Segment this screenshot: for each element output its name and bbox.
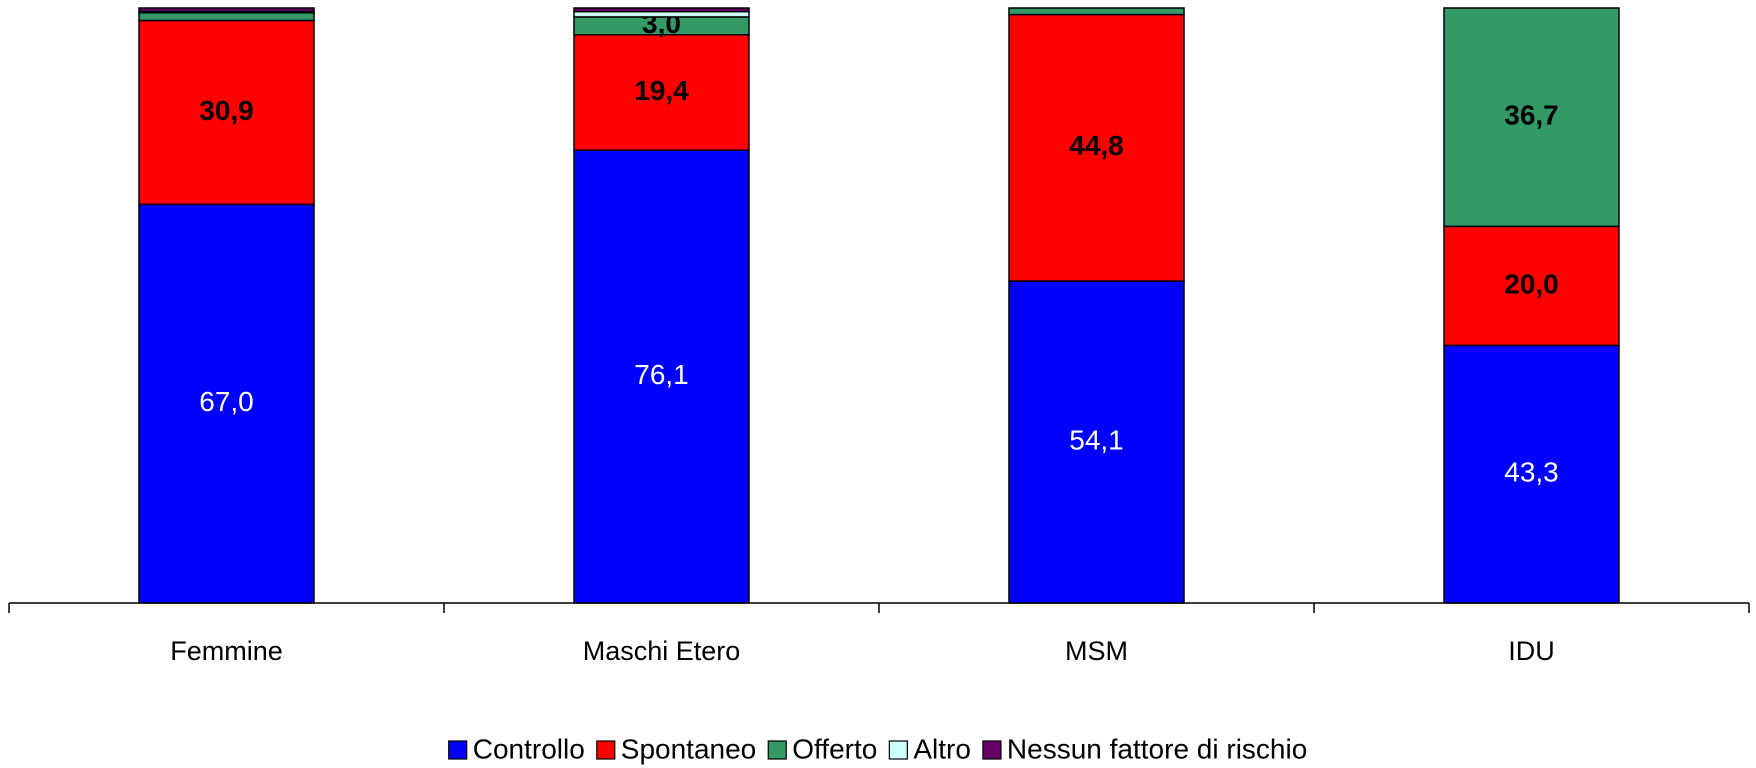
bar-segment [138, 19, 315, 206]
bar-segment [138, 203, 315, 604]
legend-label: Controllo [473, 733, 585, 764]
legend-swatch [982, 740, 1002, 760]
legend: Controllo Spontaneo Offerto Altro Nessun fat… [448, 733, 1307, 764]
bar-segment [138, 12, 315, 22]
legend-swatch [888, 740, 908, 760]
data-label: 36,7 [1504, 100, 1559, 131]
legend-swatch [596, 740, 616, 760]
bar-segment [1443, 7, 1620, 228]
bar-segment [1008, 7, 1185, 16]
data-label: 76,1 [634, 359, 689, 390]
bar-segment [1008, 280, 1185, 604]
bar-segment [1443, 344, 1620, 604]
x-tick-label: Maschi Etero [583, 636, 741, 666]
legend-swatch [448, 740, 468, 760]
x-tick-label: IDU [1508, 636, 1555, 666]
x-tick-label: Femmine [170, 636, 283, 666]
data-label: 43,3 [1504, 457, 1559, 488]
bar-segment [573, 10, 750, 18]
bar-segment [573, 149, 750, 604]
legend-label: Nessun fattore di rischio [1007, 733, 1307, 764]
data-label: 20,0 [1504, 268, 1559, 299]
bar-segment [138, 7, 315, 13]
legend-swatch [767, 740, 787, 760]
data-label: 19,4 [634, 75, 689, 106]
bar-segment [573, 7, 750, 13]
bar-segment [1443, 225, 1620, 347]
x-tick-label: MSM [1065, 636, 1128, 666]
data-label: 30,9 [199, 95, 254, 126]
data-label: 54,1 [1069, 424, 1124, 455]
bar-segment [1008, 13, 1185, 282]
data-label: 44,8 [1069, 130, 1124, 161]
data-label: 67,0 [199, 386, 254, 417]
legend-label: Altro [913, 733, 971, 764]
legend-label: Offerto [792, 733, 877, 764]
legend-label: Spontaneo [621, 733, 756, 764]
